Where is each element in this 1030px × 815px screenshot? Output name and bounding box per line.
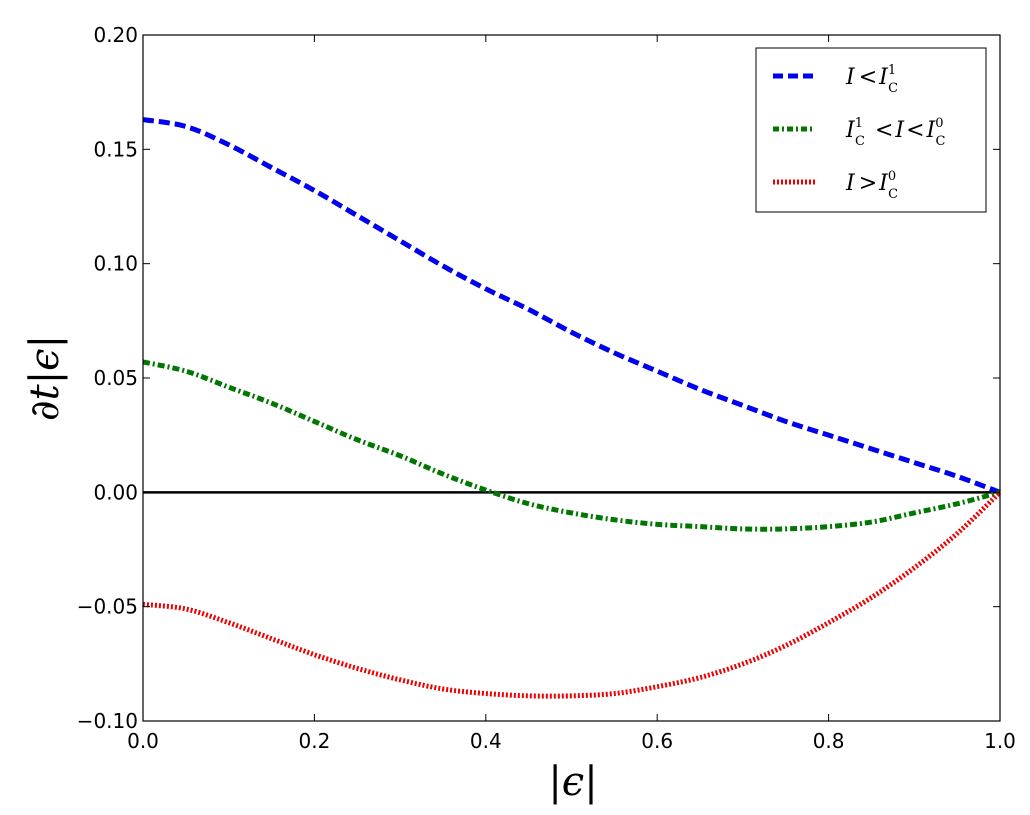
- ticks-layer: 0.0 0.2 0.4 0.6 0.8 1.0 −0.10 −0.05 0.00 0.05 0.10…: [77, 23, 1016, 753]
- x-tick-label: 0.2: [298, 729, 330, 753]
- x-tick-label: 0.0: [127, 729, 159, 753]
- x-tick-label: 1.0: [984, 729, 1016, 753]
- series-line-3: [142, 490, 1002, 699]
- legend-label-1: I <I1 C: [845, 63, 898, 96]
- series-line-2: [142, 359, 1001, 532]
- y-tick-label: 0.00: [93, 480, 138, 504]
- legend-label-2: I1 C <I<I0 C: [845, 116, 946, 149]
- x-tick-label: 0.8: [813, 729, 845, 753]
- y-axis-label: ∂t|ϵ|: [22, 335, 68, 421]
- legend-label-3: I >I0 C: [845, 169, 898, 202]
- y-tick-label: −0.05: [77, 595, 138, 619]
- legend: I <I1 C I1 C <I<I0 C I >I0 C: [755, 47, 987, 213]
- y-tick-label: −0.10: [77, 709, 138, 733]
- x-tick-label: 0.4: [470, 729, 502, 753]
- plot-frame: [142, 34, 1001, 722]
- y-tick-label: 0.20: [93, 23, 138, 47]
- y-tick-label: 0.15: [93, 137, 138, 161]
- series-layer: [142, 117, 1002, 699]
- series-line-1: [142, 117, 1001, 495]
- x-tick-label: 0.6: [641, 729, 673, 753]
- x-axis-label: |ϵ|: [548, 759, 597, 805]
- y-tick-label: 0.10: [93, 252, 138, 276]
- y-tick-label: 0.05: [93, 366, 138, 390]
